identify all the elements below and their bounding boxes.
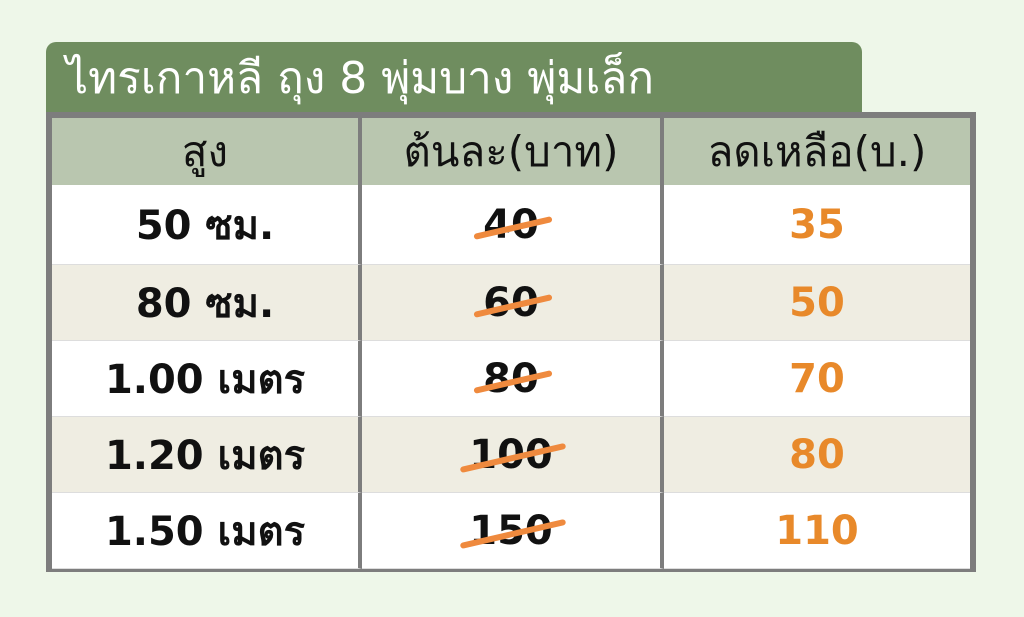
header-height: สูง <box>52 118 362 185</box>
new-price-value: 110 <box>775 507 859 554</box>
table-row: 80 ซม. 60 50 <box>52 265 970 341</box>
old-price-cell: 40 <box>362 185 664 265</box>
new-price-value: 35 <box>789 201 845 248</box>
old-price-cell: 150 <box>362 493 664 569</box>
new-price-value: 80 <box>789 431 845 478</box>
table-row: 50 ซม. 40 35 <box>52 185 970 265</box>
height-cell: 80 ซม. <box>52 265 362 341</box>
table-title: ไทรเกาหลี ถุง 8 พุ่มบาง พุ่มเล็ก <box>46 42 862 116</box>
old-price-cell: 60 <box>362 265 664 341</box>
height-value: 1.50 เมตร <box>104 508 306 555</box>
height-cell: 1.20 เมตร <box>52 417 362 493</box>
old-price: 80 <box>473 356 553 402</box>
old-price: 40 <box>473 202 553 248</box>
height-cell: 50 ซม. <box>52 185 362 265</box>
new-price-cell: 50 <box>664 265 970 341</box>
price-table: สูง ต้นละ(บาท) ลดเหลือ(บ.) 50 ซม. 40 358… <box>46 112 976 572</box>
new-price-cell: 110 <box>664 493 970 569</box>
header-row: สูง ต้นละ(บาท) ลดเหลือ(บ.) <box>52 118 970 185</box>
new-price-value: 50 <box>789 279 845 326</box>
table-row: 1.20 เมตร 100 80 <box>52 417 970 493</box>
height-value: 1.20 เมตร <box>104 432 306 479</box>
header-price: ต้นละ(บาท) <box>362 118 664 185</box>
new-price-cell: 70 <box>664 341 970 417</box>
old-price: 150 <box>459 508 567 554</box>
height-cell: 1.50 เมตร <box>52 493 362 569</box>
old-price: 60 <box>473 280 553 326</box>
new-price-cell: 35 <box>664 185 970 265</box>
new-price-value: 70 <box>789 355 845 402</box>
old-price: 100 <box>459 432 567 478</box>
height-value: 50 ซม. <box>135 202 275 249</box>
old-price-cell: 80 <box>362 341 664 417</box>
new-price-cell: 80 <box>664 417 970 493</box>
height-cell: 1.00 เมตร <box>52 341 362 417</box>
old-price-cell: 100 <box>362 417 664 493</box>
height-value: 1.00 เมตร <box>104 356 306 403</box>
table-row: 1.00 เมตร 80 70 <box>52 341 970 417</box>
height-value: 80 ซม. <box>135 280 275 327</box>
header-discount: ลดเหลือ(บ.) <box>707 126 927 176</box>
table-row: 1.50 เมตร 150 110 <box>52 493 970 569</box>
